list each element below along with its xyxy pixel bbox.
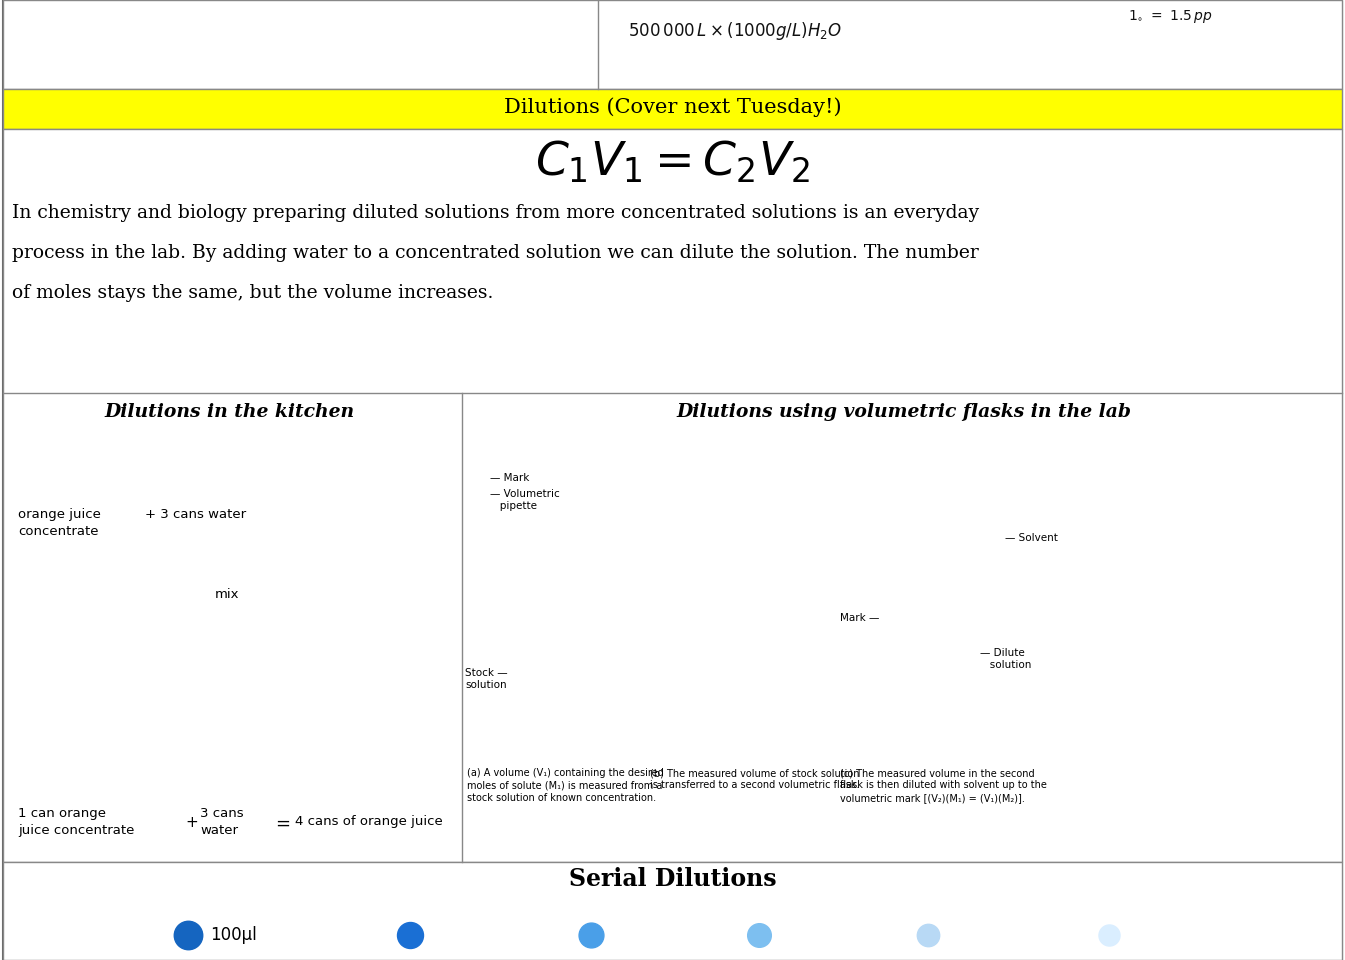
Text: of moles stays the same, but the volume increases.: of moles stays the same, but the volume …	[12, 284, 494, 302]
Bar	[3, 0, 1342, 89]
Text: 4 cans of orange juice: 4 cans of orange juice	[295, 815, 443, 828]
Bar	[3, 862, 1342, 960]
Text: Dilutions (Cover next Tuesday!): Dilutions (Cover next Tuesday!)	[503, 97, 842, 117]
Point	[178, 927, 199, 943]
Text: Mark —: Mark —	[841, 613, 880, 623]
Text: — Solvent: — Solvent	[1005, 533, 1059, 543]
Text: In chemistry and biology preparing diluted solutions from more concentrated solu: In chemistry and biology preparing dilut…	[12, 204, 979, 222]
Text: orange juice
concentrate: orange juice concentrate	[17, 508, 101, 538]
Text: 1 can orange
juice concentrate: 1 can orange juice concentrate	[17, 807, 134, 837]
Point	[748, 927, 769, 943]
Text: Dilutions in the kitchen: Dilutions in the kitchen	[105, 403, 355, 421]
Point	[580, 927, 601, 943]
Bar	[3, 129, 1342, 862]
Text: +: +	[186, 815, 198, 830]
Text: Stock —
solution: Stock — solution	[465, 668, 507, 690]
Text: $500\,000\,L \times (1000g/L)H_2O$: $500\,000\,L \times (1000g/L)H_2O$	[628, 20, 842, 42]
Text: $C_1V_1 = C_2V_2$: $C_1V_1 = C_2V_2$	[535, 139, 810, 185]
Point	[1099, 927, 1120, 943]
Text: — Volumetric
   pipette: — Volumetric pipette	[490, 489, 560, 512]
Bar	[3, 89, 1342, 129]
Text: 3 cans
water: 3 cans water	[200, 807, 243, 837]
Text: (b) The measured volume of stock solution
is transferred to a second volumetric : (b) The measured volume of stock solutio…	[650, 768, 859, 790]
Point	[917, 927, 939, 943]
Text: + 3 cans water: + 3 cans water	[145, 508, 246, 521]
Text: 100µl: 100µl	[210, 926, 257, 944]
Point	[399, 927, 421, 943]
Text: (a) A volume (V₁) containing the desired
moles of solute (M₁) is measured from a: (a) A volume (V₁) containing the desired…	[467, 768, 663, 803]
Text: Dilutions using volumetric flasks in the lab: Dilutions using volumetric flasks in the…	[677, 403, 1131, 421]
Text: — Dilute
   solution: — Dilute solution	[981, 648, 1032, 670]
Text: Serial Dilutions: Serial Dilutions	[569, 867, 776, 891]
Text: mix: mix	[215, 588, 239, 601]
Text: (c) The measured volume in the second
flask is then diluted with solvent up to t: (c) The measured volume in the second fl…	[841, 768, 1046, 803]
Text: =: =	[274, 815, 291, 833]
Text: process in the lab. By adding water to a concentrated solution we can dilute the: process in the lab. By adding water to a…	[12, 244, 979, 262]
Text: $1_{\circ}~=~1.5\,pp$: $1_{\circ}~=~1.5\,pp$	[1128, 8, 1213, 25]
Text: — Mark: — Mark	[490, 473, 530, 483]
